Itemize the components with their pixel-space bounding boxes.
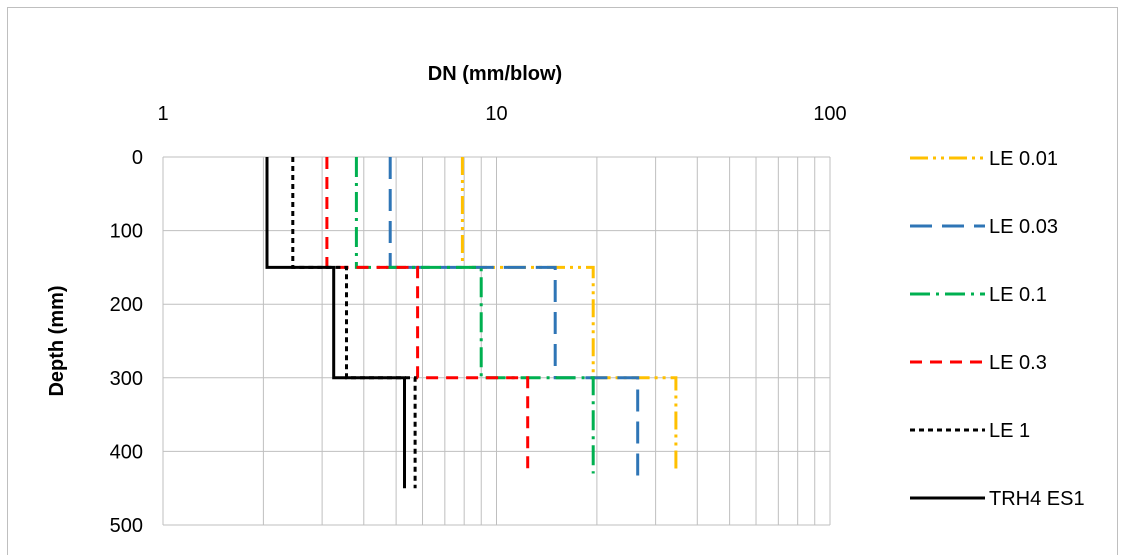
series-line-5 xyxy=(265,157,406,489)
series-line-4 xyxy=(291,157,417,489)
y-axis-title: Depth (mm) xyxy=(46,285,68,396)
legend-label-1: LE 0.03 xyxy=(989,216,1058,238)
grid-layer xyxy=(162,156,831,526)
series-layer xyxy=(265,157,678,489)
x-axis-title: DN (mm/blow) xyxy=(428,63,562,85)
x-tick-label: 10 xyxy=(485,103,507,125)
series-line-1 xyxy=(388,157,640,481)
y-tick-label: 500 xyxy=(110,515,143,537)
legend-label-2: LE 0.1 xyxy=(989,284,1047,306)
legend-label-4: LE 1 xyxy=(989,420,1030,442)
chart-frame xyxy=(7,7,1118,555)
axis-layer: 1 10 100 0 100 200 300 400 500 xyxy=(110,103,847,537)
x-tick-label: 100 xyxy=(813,103,846,125)
series-line-0 xyxy=(460,157,678,474)
legend-label-3: LE 0.3 xyxy=(989,352,1047,374)
y-tick-label: 100 xyxy=(110,221,143,243)
series-line-2 xyxy=(354,157,595,474)
legend-label-0: LE 0.01 xyxy=(989,148,1058,170)
series-line-3 xyxy=(325,157,530,474)
legend: LE 0.01 LE 0.03 LE 0.1 LE 0.3 LE 1 TRH4 ES1 xyxy=(910,148,1085,510)
y-tick-label: 300 xyxy=(110,368,143,390)
y-tick-label: 0 xyxy=(132,147,143,169)
legend-label-5: TRH4 ES1 xyxy=(989,488,1085,510)
x-tick-label: 1 xyxy=(157,103,168,125)
y-tick-label: 200 xyxy=(110,294,143,316)
y-tick-label: 400 xyxy=(110,441,143,463)
